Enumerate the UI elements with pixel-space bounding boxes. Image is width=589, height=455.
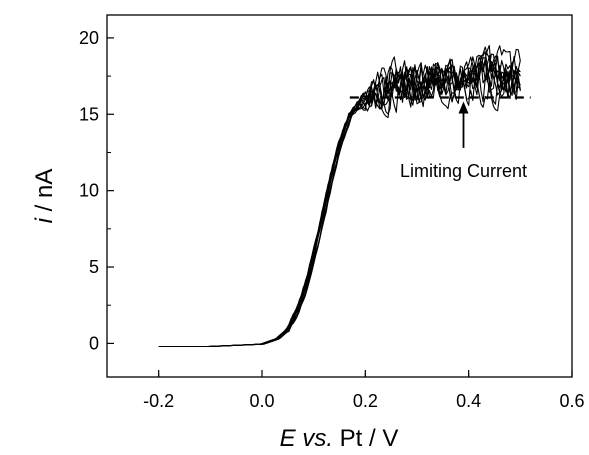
- data-series-line: [158, 55, 521, 348]
- y-axis-title-rest: / nA: [31, 169, 58, 218]
- data-series-line: [158, 45, 521, 348]
- limiting-current-label: Limiting Current: [400, 161, 527, 181]
- data-series-line: [158, 56, 521, 348]
- x-axis-title-italic: E vs.: [280, 425, 333, 452]
- limiting-current-annotation: Limiting Current: [349, 96, 531, 181]
- x-axis-title: E vs. Pt / V: [280, 425, 399, 452]
- x-axis: -0.2 0.0 0.2 0.4 0.6: [143, 370, 585, 411]
- arrow-head-icon: [458, 101, 469, 114]
- y-tick-label: 10: [79, 181, 99, 201]
- y-axis-title-italic: i: [31, 217, 58, 223]
- series-group: [158, 44, 521, 348]
- x-tick-label: 0.6: [559, 391, 584, 411]
- y-tick-label: 5: [89, 257, 99, 277]
- x-tick-label: 0.4: [456, 391, 481, 411]
- data-series-line: [158, 60, 521, 348]
- plot-frame: [106, 14, 573, 378]
- data-series-line: [158, 44, 521, 348]
- x-tick-label: 0.2: [353, 391, 378, 411]
- y-tick-label: 20: [79, 28, 99, 48]
- x-tick-label: 0.0: [249, 391, 274, 411]
- data-series-line: [158, 46, 521, 348]
- y-tick-label: 15: [79, 104, 99, 124]
- x-tick-label: -0.2: [143, 391, 174, 411]
- y-axis-title: i / nA: [31, 169, 58, 224]
- y-tick-label: 0: [89, 333, 99, 353]
- y-axis: 0 5 10 15 20: [79, 28, 114, 353]
- x-axis-title-rest: Pt / V: [333, 425, 398, 452]
